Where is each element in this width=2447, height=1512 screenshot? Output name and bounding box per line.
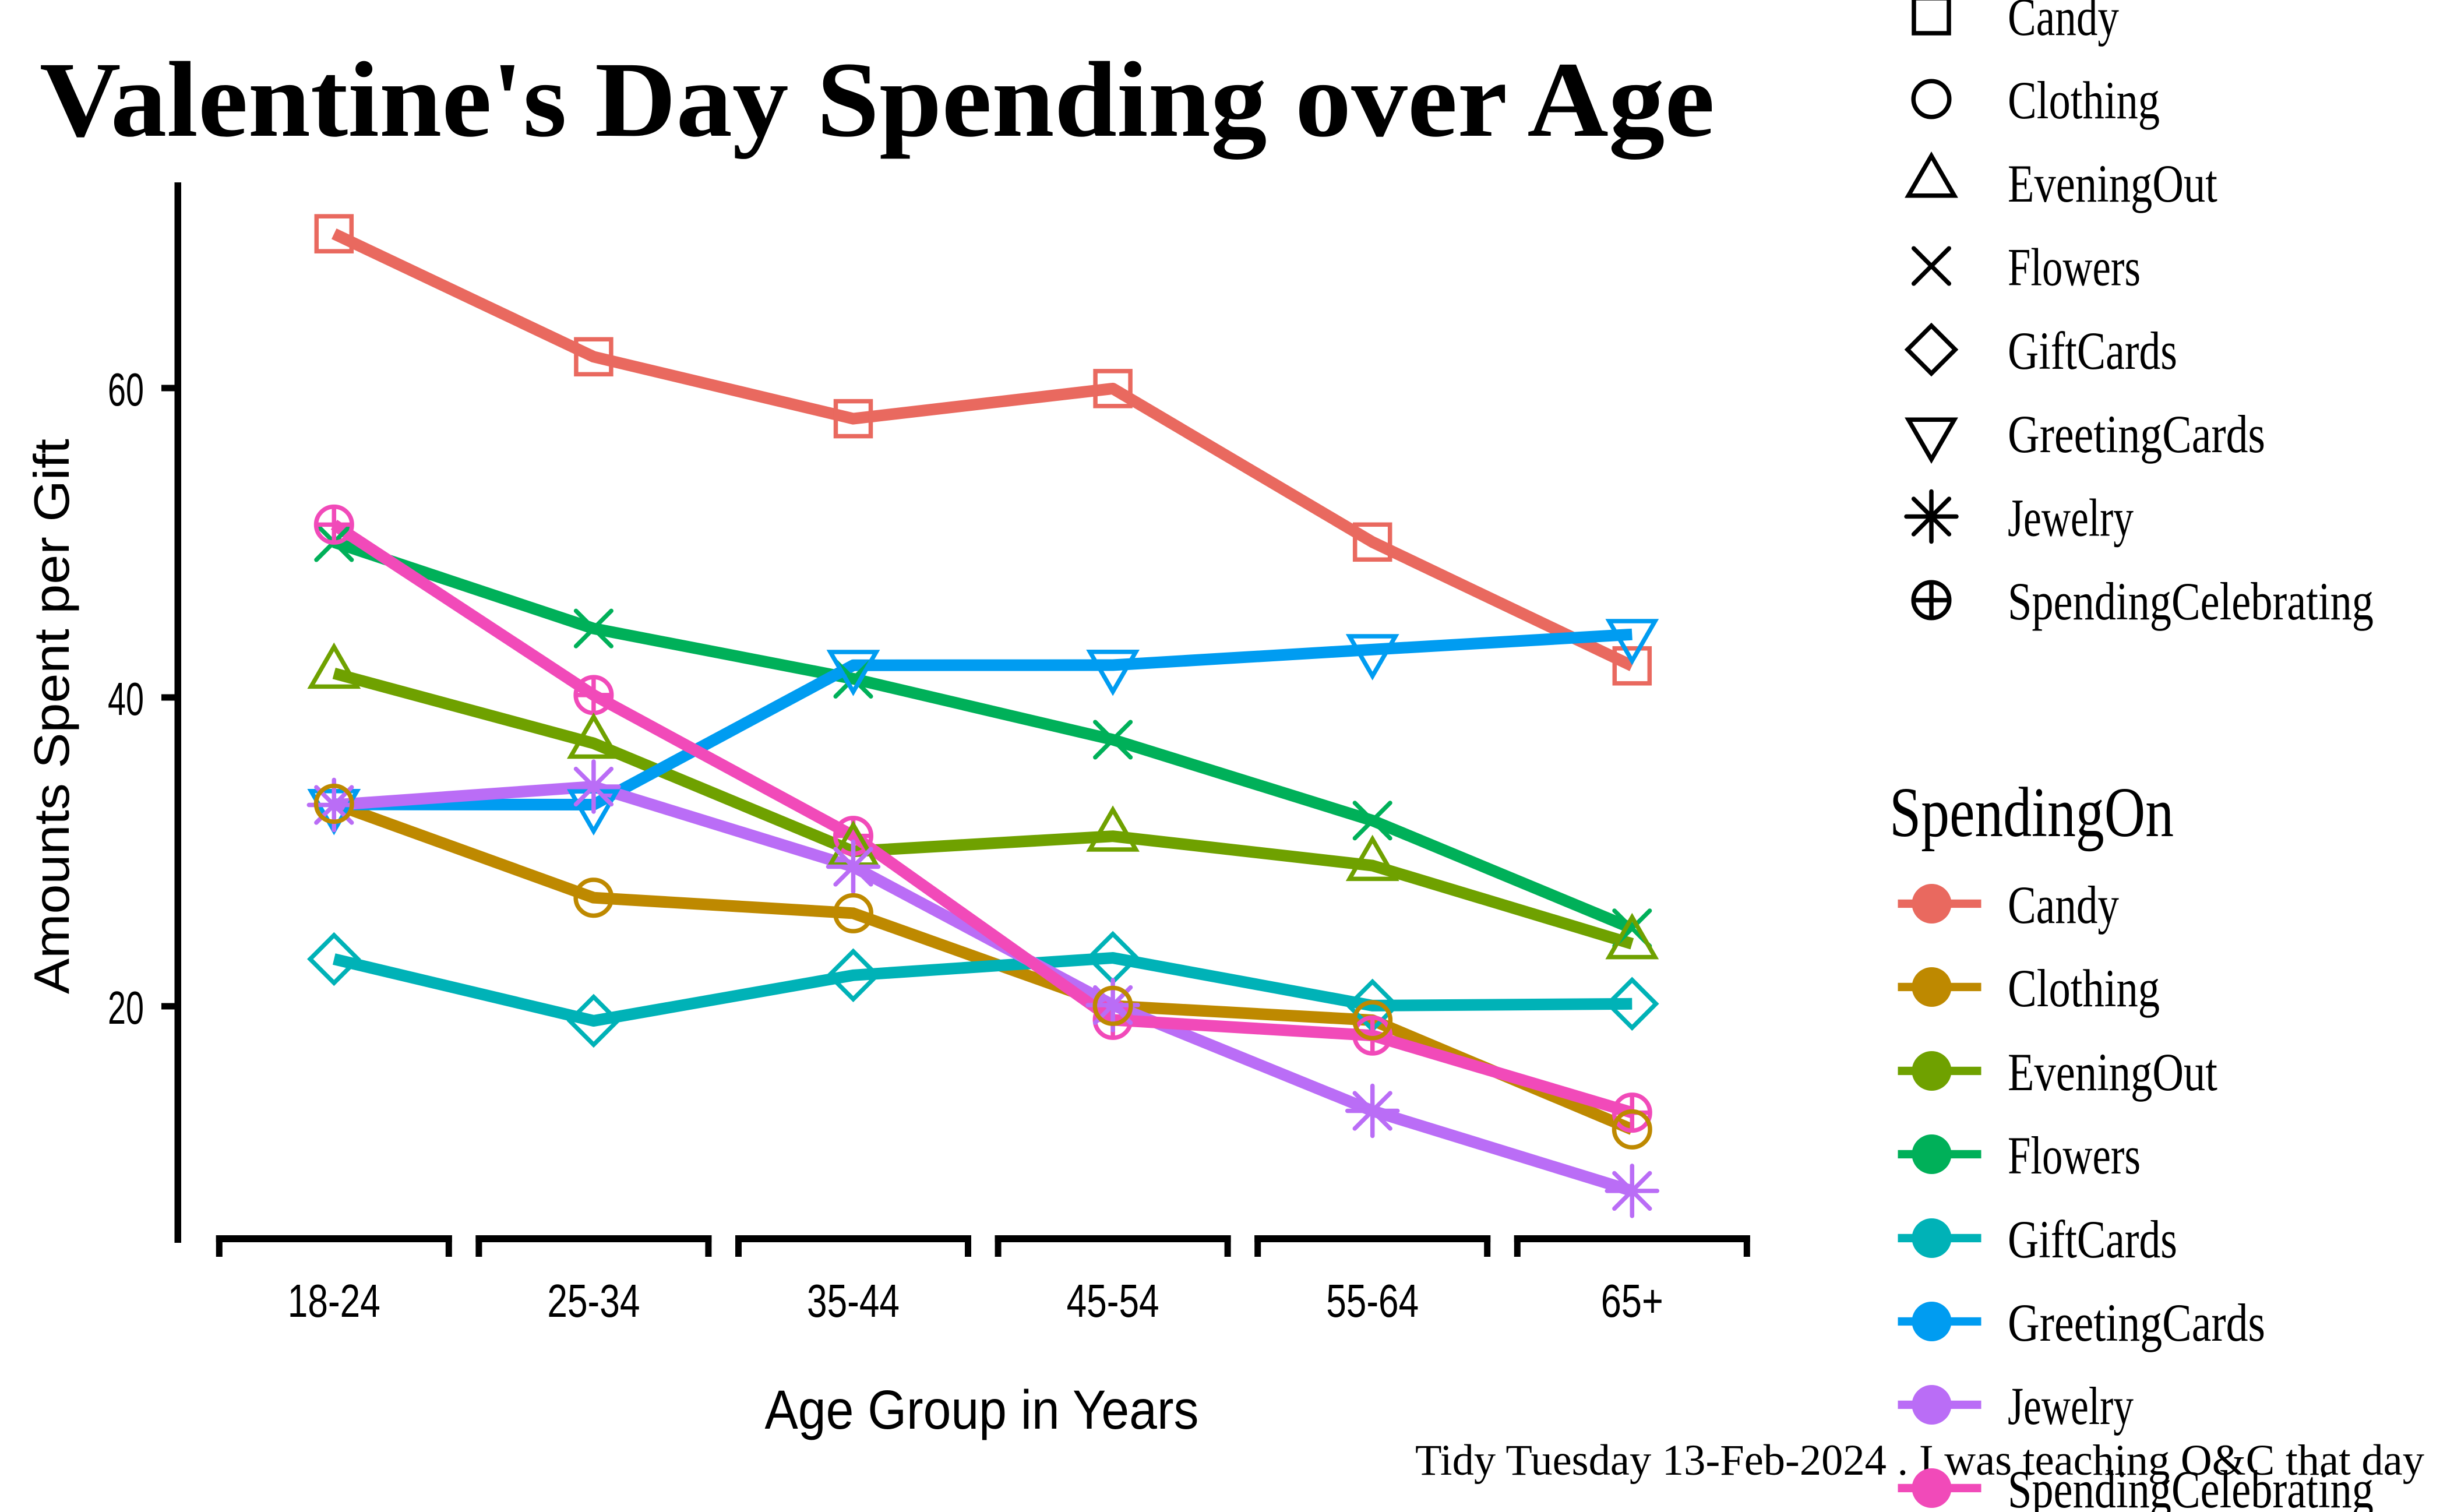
svg-text:SpendingCelebrating: SpendingCelebrating xyxy=(2008,572,2374,631)
svg-text:GreetingCards: GreetingCards xyxy=(2008,1293,2265,1352)
svg-text:45-54: 45-54 xyxy=(1067,1275,1159,1327)
svg-text:55-64: 55-64 xyxy=(1326,1275,1419,1327)
svg-text:GiftCards: GiftCards xyxy=(2008,1210,2177,1269)
svg-text:40: 40 xyxy=(108,673,144,725)
svg-text:Clothing: Clothing xyxy=(2008,958,2160,1018)
svg-text:18-24: 18-24 xyxy=(288,1275,380,1327)
svg-text:GreetingCards: GreetingCards xyxy=(2008,404,2265,464)
svg-text:Age Group in Years: Age Group in Years xyxy=(765,1379,1199,1441)
svg-text:SpendingOn: SpendingOn xyxy=(1889,773,2174,852)
svg-text:EveningOut: EveningOut xyxy=(2008,1042,2217,1102)
svg-text:60: 60 xyxy=(108,364,144,415)
svg-text:20: 20 xyxy=(108,982,144,1034)
svg-text:Amounts Spent per Gift: Amounts Spent per Gift xyxy=(24,439,80,994)
svg-text:Flowers: Flowers xyxy=(2008,238,2141,297)
svg-text:25-34: 25-34 xyxy=(547,1275,640,1327)
svg-text:Clothing: Clothing xyxy=(2008,71,2160,130)
svg-text:GiftCards: GiftCards xyxy=(2008,321,2177,380)
svg-text:Valentine's Day Spending over: Valentine's Day Spending over Age xyxy=(40,40,1715,160)
svg-text:Flowers: Flowers xyxy=(2008,1126,2141,1185)
svg-text:Jewelry: Jewelry xyxy=(2008,488,2134,548)
svg-text:EveningOut: EveningOut xyxy=(2008,154,2217,213)
svg-text:65+: 65+ xyxy=(1601,1275,1663,1327)
svg-text:Candy: Candy xyxy=(2008,875,2119,935)
svg-text:Candy: Candy xyxy=(2008,0,2119,47)
svg-text:Jewelry: Jewelry xyxy=(2008,1376,2134,1436)
svg-text:35-44: 35-44 xyxy=(807,1275,900,1327)
svg-text:SpendingCelebrating: SpendingCelebrating xyxy=(2008,1460,2374,1512)
